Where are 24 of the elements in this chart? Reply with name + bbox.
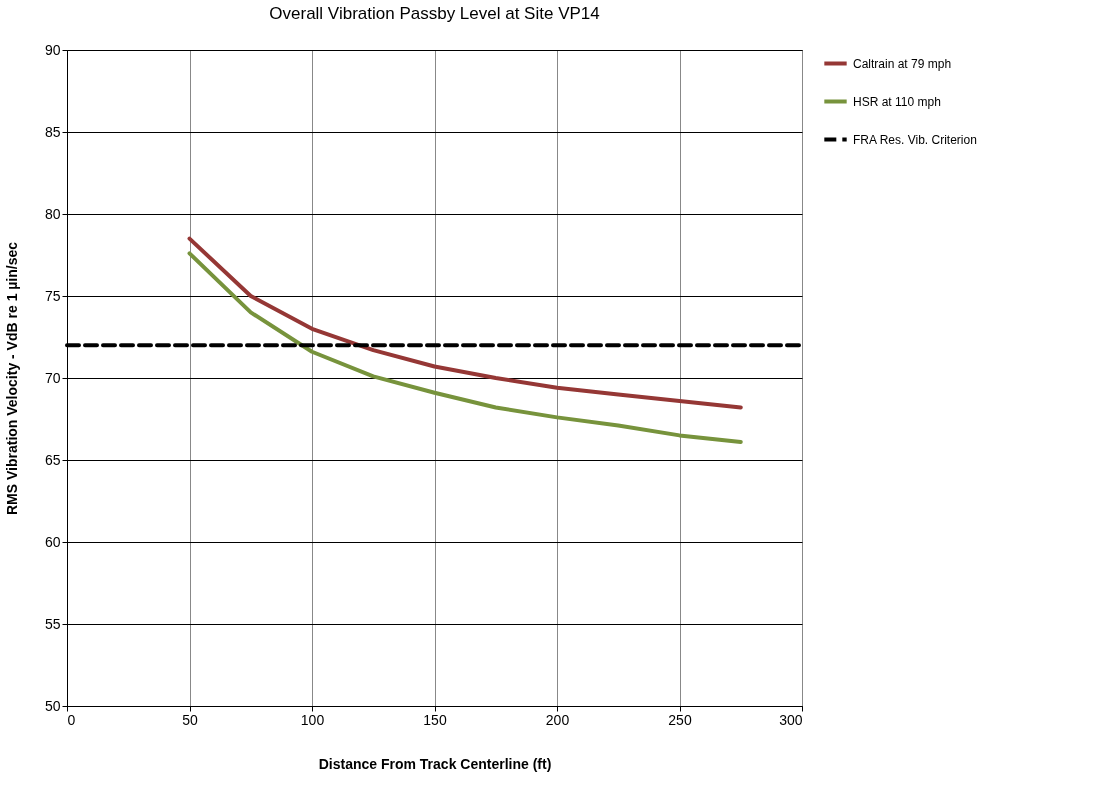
line-series	[187, 251, 743, 444]
y-axis-title: RMS Vibration Velocity - VdB re 1 µin/sec	[3, 241, 20, 516]
x-tick-label: 250	[668, 711, 692, 728]
line-series	[187, 236, 743, 410]
y-tick-label: 75	[44, 287, 61, 304]
legend-label: FRA Res. Vib. Criterion	[853, 132, 977, 147]
x-tick-label: 150	[423, 711, 447, 728]
y-tick-label: 80	[44, 205, 61, 222]
y-tick-label: 70	[44, 369, 61, 386]
y-tick-label: 85	[44, 123, 61, 140]
x-tick-label: 0	[67, 711, 76, 728]
x-tick-label: 100	[300, 711, 325, 728]
y-tick-label: 50	[44, 697, 61, 714]
legend-label: HSR at 110 mph	[853, 94, 941, 109]
y-tick-label: 60	[44, 533, 61, 550]
x-tick-label: 300	[779, 711, 803, 728]
y-tick-label: 90	[44, 41, 61, 58]
x-axis-title: Distance From Track Centerline (ft)	[318, 755, 552, 772]
y-tick-label: 55	[44, 615, 61, 632]
chart-title: Overall Vibration Passby Level at Site VP14	[269, 4, 600, 23]
x-tick-label: 50	[182, 711, 198, 728]
y-tick-label: 65	[44, 451, 61, 468]
legend-label: Caltrain at 79 mph	[853, 56, 952, 71]
x-tick-label: 200	[545, 711, 570, 728]
